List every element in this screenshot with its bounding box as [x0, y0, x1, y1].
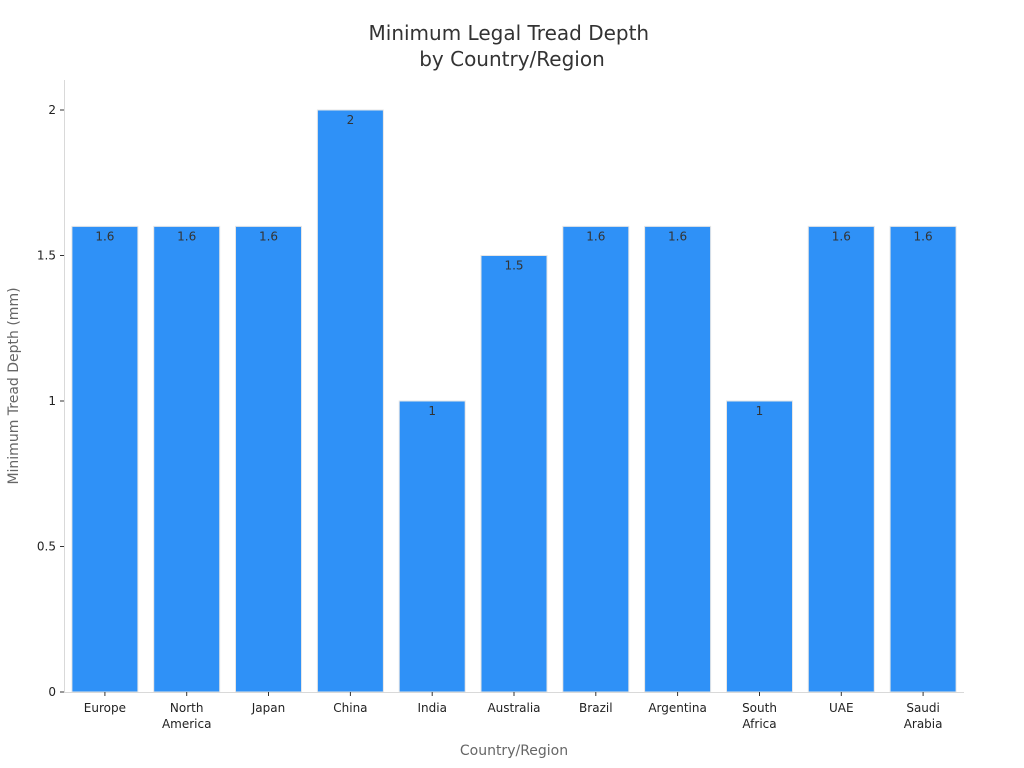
x-tick-label: South Africa: [742, 701, 777, 731]
x-tick-label-line: Brazil: [579, 701, 613, 715]
x-axis-title: Country/Region: [460, 743, 568, 759]
bar: [235, 225, 302, 693]
bar-value-label: 1: [756, 404, 764, 418]
bar: [316, 109, 384, 693]
x-ticks-layer: Europe North America Japan China India Austral…: [84, 692, 943, 731]
x-tick-label-line: Africa: [742, 717, 776, 731]
x-tick-label: Argentina: [648, 701, 707, 715]
x-tick-label-line: America: [162, 717, 212, 731]
bar: [398, 400, 466, 693]
x-tick-label-line: UAE: [829, 701, 854, 715]
x-tick-label: Japan: [251, 701, 285, 715]
bar-value-label: 1.5: [504, 259, 523, 273]
y-ticks-layer: 0 0.5 1 1.5 2: [37, 103, 64, 699]
bar-value-label: 2: [347, 113, 355, 127]
bar-value-label: 1: [428, 404, 436, 418]
chart-title-line-2: by Country/Region: [419, 47, 605, 71]
bar-value-label: 1.6: [177, 229, 196, 243]
x-tick-label-line: Australia: [487, 701, 540, 715]
y-tick-label: 2: [48, 103, 56, 117]
x-tick-label: China: [333, 701, 367, 715]
bar: [807, 225, 875, 693]
x-tick-label-line: Arabia: [904, 717, 943, 731]
x-tick-label-line: Argentina: [648, 701, 707, 715]
y-tick-label: 0.5: [37, 540, 56, 554]
bar: [726, 400, 793, 693]
y-tick-label: 0: [48, 685, 56, 699]
bar-value-label: 1.6: [832, 229, 851, 243]
bar: [480, 255, 548, 693]
bar-value-label: 1.6: [586, 229, 605, 243]
data-labels-layer: 1.6 1.6 1.6 2 1 1.5 1.6 1.6 1 1.6 1.6: [95, 113, 932, 418]
x-tick-label: Australia: [487, 701, 540, 715]
bar: [644, 225, 712, 693]
chart-title-line-1: Minimum Legal Tread Depth: [369, 21, 650, 45]
y-tick-label: 1.5: [37, 249, 56, 263]
bar: [562, 225, 630, 693]
x-tick-label-line: India: [417, 701, 446, 715]
bar: [71, 225, 139, 693]
bar-value-label: 1.6: [95, 229, 114, 243]
bar: [889, 225, 957, 693]
x-tick-label-line: Japan: [251, 701, 285, 715]
x-tick-label: Saudi Arabia: [904, 701, 943, 731]
x-tick-label: Brazil: [579, 701, 613, 715]
y-axis-title: Minimum Tread Depth (mm): [6, 287, 22, 484]
x-tick-label: North America: [162, 701, 212, 731]
x-tick-label-line: North: [170, 701, 204, 715]
chart-title: Minimum Legal Tread Depth by Country/Reg…: [369, 21, 656, 71]
bar-value-label: 1.6: [914, 229, 933, 243]
x-tick-label: UAE: [829, 701, 854, 715]
bar-value-label: 1.6: [668, 229, 687, 243]
bar-value-label: 1.6: [259, 229, 278, 243]
x-tick-label-line: China: [333, 701, 367, 715]
x-tick-label: Europe: [84, 701, 126, 715]
x-tick-label: India: [417, 701, 446, 715]
y-tick-label: 1: [48, 394, 56, 408]
x-tick-label-line: Europe: [84, 701, 126, 715]
x-tick-label-line: Saudi: [906, 701, 940, 715]
x-tick-label-line: South: [742, 701, 777, 715]
bars-layer: [71, 109, 957, 693]
bar: [153, 225, 221, 693]
